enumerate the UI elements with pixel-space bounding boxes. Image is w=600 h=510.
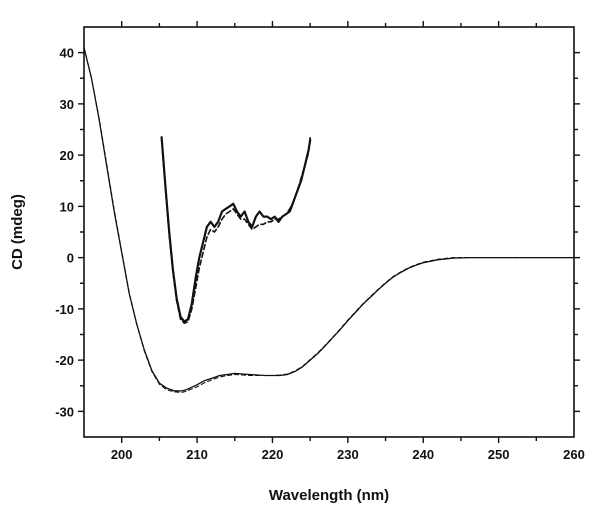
tick-labels: 200 210 220 230 240 250 260 -30 -20 -10 0 10 20 30 40 [55,46,585,462]
y-tick-label: 40 [60,46,74,61]
x-tick-label: 250 [488,447,510,462]
axis-ticks [78,21,580,443]
series-line-4 [160,136,311,324]
y-tick-label: 10 [60,199,74,214]
series-line-3 [160,136,312,323]
x-tick-label: 240 [412,447,434,462]
y-tick-label: -10 [55,302,74,317]
series-line-2 [83,46,575,393]
y-tick-label: -20 [55,353,74,368]
x-axis-title: Wavelength (nm) [269,487,389,504]
y-tick-label: 20 [60,148,74,163]
x-tick-label: 210 [186,447,208,462]
series-layer [83,46,575,393]
x-tick-label: 230 [337,447,359,462]
x-tick-label: 220 [262,447,284,462]
x-tick-label: 260 [563,447,585,462]
y-tick-label: 0 [67,251,74,266]
x-tick-label: 200 [111,447,133,462]
y-tick-label: -30 [55,404,74,419]
series-line-1 [83,46,575,392]
y-tick-label: 30 [60,97,74,112]
y-axis-title: CD (mdeg) [9,194,26,270]
plot-frame [83,26,575,438]
